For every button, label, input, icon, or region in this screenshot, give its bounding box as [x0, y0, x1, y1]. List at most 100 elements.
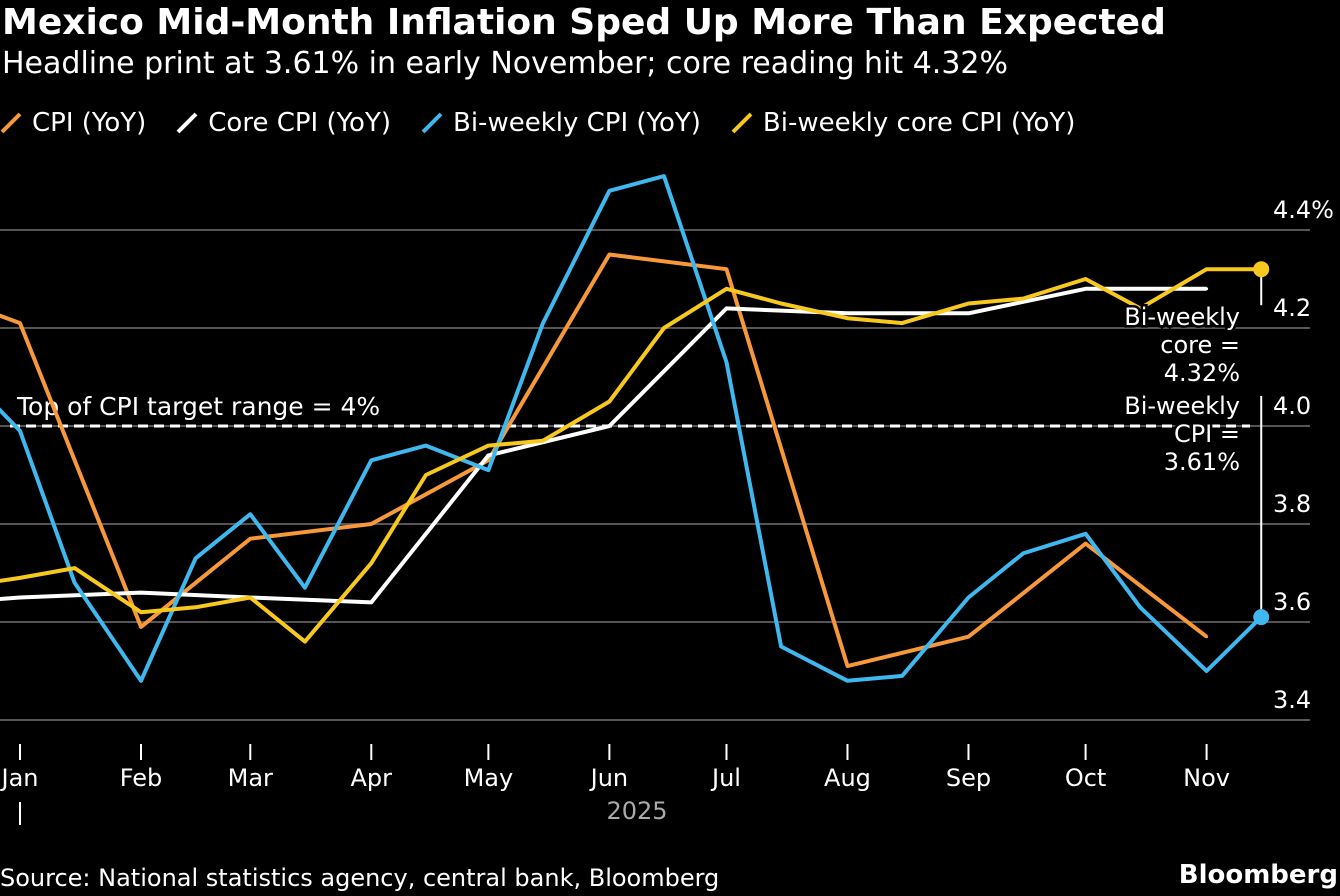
data-point-bi-weekly-cpi-yoy [1021, 551, 1025, 555]
legend-swatch-cpi [0, 112, 22, 134]
legend-label-biweekly-cpi: Bi-weekly CPI (YoY) [453, 108, 701, 138]
data-point-bi-weekly-core-cpi-yoy [607, 400, 611, 403]
data-point-bi-weekly-core-cpi-yoy [541, 439, 545, 443]
legend-swatch-biweekly-cpi [421, 112, 443, 134]
annotation-text: Bi-weekly [1124, 303, 1240, 331]
year-label: 2025 [606, 797, 667, 825]
data-point-bi-weekly-cpi-yoy [369, 458, 373, 462]
series-line-core-cpi-yoy [0, 286, 1207, 605]
data-point-core-cpi-yoy [1205, 287, 1209, 291]
chart-subtitle: Headline print at 3.61% in early Novembe… [2, 46, 1009, 81]
data-point-bi-weekly-cpi-yoy [73, 581, 77, 585]
data-point-bi-weekly-cpi-yoy [541, 321, 545, 325]
data-point-cpi-yoy [248, 537, 252, 541]
legend: CPI (YoY) Core CPI (YoY) Bi-weekly CPI (… [0, 108, 1105, 138]
legend-item-core-cpi: Core CPI (YoY) [176, 108, 391, 138]
x-tick-label: Apr [351, 764, 393, 792]
data-point-core-cpi-yoy [725, 306, 728, 310]
data-point-cpi-yoy [967, 635, 970, 639]
data-point-cpi-yoy [607, 253, 611, 256]
data-point-bi-weekly-core-cpi-yoy [486, 444, 490, 448]
data-point-bi-weekly-cpi-yoy [846, 679, 849, 683]
series-line-bi-weekly-cpi-yoy [0, 174, 1263, 683]
data-point-bi-weekly-core-cpi-yoy [194, 605, 198, 609]
legend-item-cpi: CPI (YoY) [0, 108, 146, 138]
legend-item-biweekly-cpi: Bi-weekly CPI (YoY) [421, 108, 701, 138]
data-point-bi-weekly-core-cpi-yoy [369, 561, 373, 565]
y-tick-label: 4.4% [1273, 196, 1334, 224]
x-tick-label: Mar [228, 764, 273, 792]
end-marker-biweekly-cpi [1253, 609, 1270, 626]
data-point-bi-weekly-core-cpi-yoy [1205, 267, 1209, 271]
data-point-bi-weekly-core-cpi-yoy [662, 326, 666, 330]
x-tick-label: Oct [1065, 764, 1107, 792]
target-range-label: Top of CPI target range = 4% [16, 392, 380, 421]
data-point-core-cpi-yoy [607, 424, 611, 428]
data-point-bi-weekly-cpi-yoy [486, 468, 490, 472]
data-point-core-cpi-yoy [1084, 287, 1088, 291]
end-marker-biweekly-core [1253, 261, 1270, 278]
x-tick-label: Jun [589, 764, 629, 792]
x-tick-label: Jan [0, 764, 39, 792]
data-point-bi-weekly-core-cpi-yoy [725, 287, 728, 291]
data-point-bi-weekly-core-cpi-yoy [1138, 306, 1142, 310]
bloomberg-logo: Bloomberg [1178, 860, 1338, 890]
data-point-cpi-yoy [1205, 635, 1209, 639]
data-point-bi-weekly-core-cpi-yoy [1021, 297, 1025, 301]
data-point-bi-weekly-core-cpi-yoy [303, 640, 307, 644]
data-point-bi-weekly-core-cpi-yoy [73, 566, 77, 570]
data-point-bi-weekly-cpi-yoy [303, 586, 307, 590]
y-tick-label: 3.8 [1273, 490, 1311, 518]
data-point-bi-weekly-cpi-yoy [779, 645, 783, 648]
data-point-bi-weekly-core-cpi-yoy [900, 321, 904, 325]
data-point-core-cpi-yoy [846, 311, 849, 315]
annotation-text: Bi-weekly [1124, 392, 1240, 420]
data-point-bi-weekly-cpi-yoy [248, 512, 252, 516]
annotation-text: 4.32% [1164, 359, 1240, 387]
data-point-bi-weekly-core-cpi-yoy [967, 302, 970, 305]
legend-swatch-core-cpi [176, 112, 198, 134]
series-line-cpi-yoy [0, 252, 1208, 669]
data-point-core-cpi-yoy [18, 596, 22, 599]
data-point-bi-weekly-core-cpi-yoy [18, 576, 22, 580]
x-tick-label: Aug [824, 764, 871, 792]
source-note: Source: National statistics agency, cent… [0, 864, 720, 892]
data-point-cpi-yoy [139, 625, 143, 629]
annotation-text: core = [1160, 331, 1240, 359]
data-point-bi-weekly-core-cpi-yoy [139, 610, 143, 614]
annotation-text: CPI = [1174, 420, 1240, 448]
x-tick-label: Nov [1183, 764, 1230, 792]
legend-label-core-cpi: Core CPI (YoY) [208, 108, 391, 138]
data-point-bi-weekly-cpi-yoy [1084, 532, 1088, 536]
x-tick-label: May [464, 764, 514, 792]
annotation-text: 3.61% [1164, 448, 1240, 476]
x-tick-label: Sep [946, 764, 991, 792]
y-tick-label: 4.0 [1273, 392, 1311, 420]
legend-label-biweekly-core-cpi: Bi-weekly core CPI (YoY) [762, 108, 1076, 138]
legend-label-cpi: CPI (YoY) [32, 108, 147, 138]
x-tick-label: Jul [710, 764, 741, 792]
data-point-core-cpi-yoy [139, 591, 143, 595]
data-point-bi-weekly-core-cpi-yoy [779, 302, 783, 305]
data-point-cpi-yoy [369, 522, 373, 526]
data-point-bi-weekly-cpi-yoy [1138, 605, 1142, 609]
y-tick-label: 4.2 [1273, 294, 1311, 322]
data-point-bi-weekly-cpi-yoy [662, 174, 666, 178]
data-point-bi-weekly-cpi-yoy [194, 556, 198, 560]
data-point-bi-weekly-cpi-yoy [18, 429, 22, 433]
data-point-core-cpi-yoy [486, 453, 490, 457]
data-point-bi-weekly-cpi-yoy [607, 189, 611, 193]
data-point-bi-weekly-core-cpi-yoy [1084, 277, 1088, 281]
data-point-cpi-yoy [1084, 542, 1088, 546]
data-point-bi-weekly-cpi-yoy [900, 674, 904, 678]
chart-title: Mexico Mid-Month Inflation Sped Up More … [2, 2, 1166, 43]
data-point-core-cpi-yoy [967, 311, 970, 315]
data-point-bi-weekly-cpi-yoy [139, 679, 143, 683]
legend-swatch-biweekly-core-cpi [731, 112, 753, 134]
data-point-cpi-yoy [846, 664, 849, 668]
data-point-core-cpi-yoy [369, 600, 373, 604]
x-tick-label: Feb [120, 764, 163, 792]
legend-item-biweekly-core-cpi: Bi-weekly core CPI (YoY) [731, 108, 1075, 138]
y-tick-label: 3.6 [1273, 588, 1311, 616]
